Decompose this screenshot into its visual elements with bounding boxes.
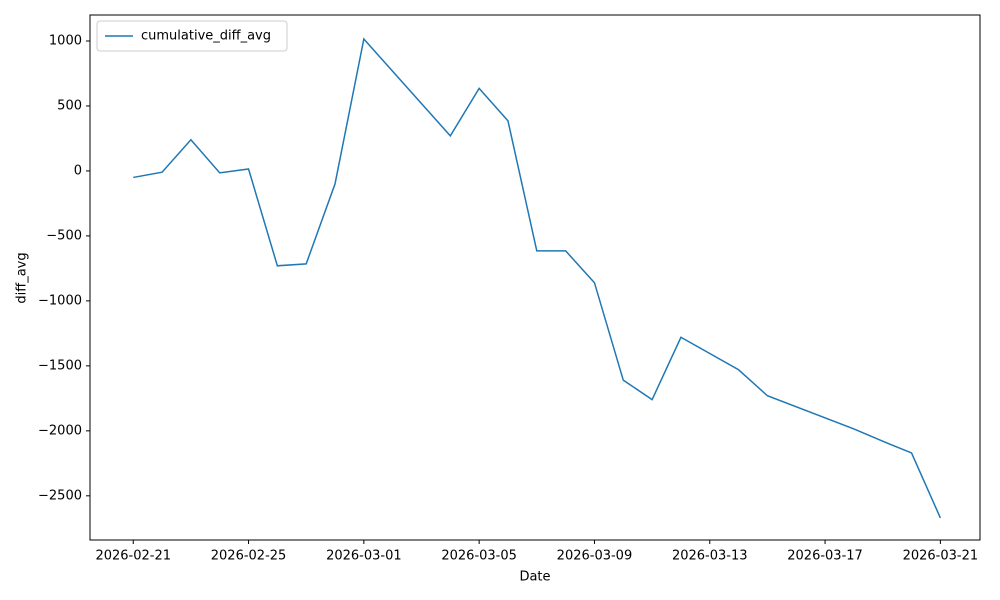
y-tick-label: 500 xyxy=(57,98,82,113)
x-tick-label: 2026-03-09 xyxy=(557,549,633,564)
plot-frame xyxy=(89,14,981,541)
x-axis-label: Date xyxy=(519,570,550,585)
x-tick-label: 2026-03-01 xyxy=(326,549,402,564)
data-line xyxy=(133,37,942,519)
y-axis-label: diff_avg xyxy=(15,252,30,303)
x-tick-label: 2026-02-25 xyxy=(211,549,287,564)
y-tick-label: 1000 xyxy=(49,33,82,48)
y-tick-label: −2000 xyxy=(38,423,82,438)
x-tick-label: 2026-03-05 xyxy=(441,549,517,564)
legend-box xyxy=(96,20,288,52)
legend-label: cumulative_diff_avg xyxy=(141,29,271,44)
y-tick-label: −1000 xyxy=(38,293,82,308)
y-tick-label: −2500 xyxy=(38,488,82,503)
y-tick-label: −1500 xyxy=(38,358,82,373)
y-tick-label: 0 xyxy=(74,163,82,178)
x-tick-label: 2026-02-21 xyxy=(95,549,171,564)
y-tick-label: −500 xyxy=(46,228,82,243)
x-tick-label: 2026-03-21 xyxy=(903,549,979,564)
x-tick-label: 2026-03-13 xyxy=(672,549,748,564)
x-tick-label: 2026-03-17 xyxy=(787,549,863,564)
